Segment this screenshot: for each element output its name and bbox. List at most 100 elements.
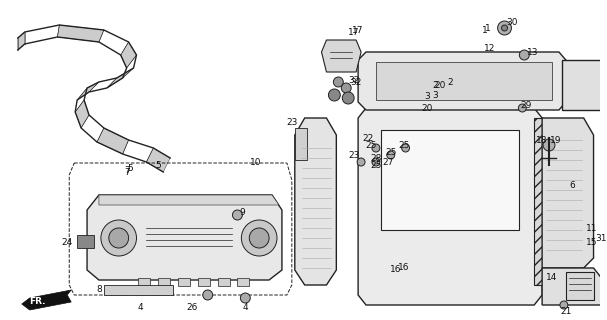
Text: 10: 10 [249, 157, 261, 166]
Polygon shape [77, 235, 94, 248]
Circle shape [242, 220, 277, 256]
Text: 26: 26 [186, 303, 198, 313]
Text: 3: 3 [432, 91, 438, 100]
Text: 17: 17 [352, 26, 364, 35]
Text: 3: 3 [424, 92, 430, 100]
Text: 5: 5 [127, 164, 134, 172]
Text: 24: 24 [62, 237, 73, 246]
Polygon shape [562, 60, 602, 110]
Text: 20: 20 [422, 103, 433, 113]
Text: 2: 2 [447, 77, 453, 86]
Polygon shape [295, 128, 307, 160]
Polygon shape [534, 118, 562, 285]
Polygon shape [178, 278, 190, 286]
Circle shape [333, 77, 344, 87]
Polygon shape [158, 278, 170, 286]
Polygon shape [542, 268, 602, 305]
Circle shape [249, 228, 269, 248]
Text: 21: 21 [560, 308, 572, 316]
Polygon shape [218, 278, 229, 286]
Text: 7: 7 [124, 167, 129, 177]
Polygon shape [99, 195, 279, 205]
Text: 15: 15 [586, 237, 597, 246]
Text: 13: 13 [526, 47, 538, 57]
Text: 27: 27 [382, 157, 393, 166]
Text: 8: 8 [96, 285, 102, 294]
Text: FR.: FR. [29, 298, 46, 307]
Circle shape [387, 151, 395, 159]
Circle shape [240, 293, 250, 303]
Polygon shape [295, 118, 336, 285]
Polygon shape [542, 118, 594, 268]
Polygon shape [18, 32, 25, 50]
Text: 19: 19 [550, 135, 561, 145]
Text: 2: 2 [432, 81, 438, 90]
Polygon shape [87, 195, 282, 280]
Circle shape [203, 290, 212, 300]
Polygon shape [322, 40, 361, 72]
Text: 17: 17 [348, 28, 360, 36]
Polygon shape [198, 278, 210, 286]
Text: 6: 6 [569, 180, 575, 189]
Text: 23: 23 [348, 150, 360, 159]
Text: 1: 1 [482, 26, 487, 35]
Text: 25: 25 [365, 140, 377, 149]
Text: 7: 7 [124, 165, 129, 174]
Polygon shape [358, 108, 542, 305]
Polygon shape [107, 68, 134, 88]
Circle shape [372, 158, 380, 166]
Circle shape [518, 104, 526, 112]
Circle shape [520, 50, 529, 60]
Text: 25: 25 [370, 161, 382, 170]
Text: 5: 5 [155, 161, 161, 170]
Polygon shape [97, 128, 129, 154]
Text: 23: 23 [286, 117, 297, 126]
Polygon shape [77, 82, 99, 100]
Text: 25: 25 [385, 148, 396, 156]
Text: 22: 22 [362, 133, 374, 142]
Text: 4: 4 [138, 303, 143, 313]
Polygon shape [237, 278, 249, 286]
Polygon shape [146, 148, 170, 172]
Circle shape [341, 83, 351, 93]
Circle shape [357, 158, 365, 166]
Circle shape [501, 25, 507, 31]
Text: 31: 31 [595, 234, 607, 243]
Text: 25: 25 [398, 140, 409, 149]
Polygon shape [75, 100, 89, 128]
Polygon shape [104, 285, 173, 295]
Circle shape [109, 228, 129, 248]
Text: 32: 32 [350, 77, 362, 86]
Text: 16: 16 [390, 266, 401, 275]
Polygon shape [58, 25, 104, 42]
Circle shape [560, 301, 568, 309]
Polygon shape [381, 130, 520, 230]
Polygon shape [22, 290, 71, 310]
Polygon shape [138, 278, 151, 286]
Text: 9: 9 [240, 207, 245, 217]
Text: 11: 11 [586, 223, 597, 233]
Text: 16: 16 [398, 263, 409, 273]
Text: 14: 14 [546, 274, 558, 283]
Circle shape [498, 21, 512, 35]
Text: 12: 12 [484, 44, 495, 52]
Circle shape [543, 139, 555, 151]
Polygon shape [376, 62, 552, 100]
Circle shape [232, 210, 242, 220]
Circle shape [328, 89, 341, 101]
Text: 20: 20 [435, 81, 446, 90]
Circle shape [101, 220, 137, 256]
Text: 29: 29 [521, 100, 532, 109]
Text: 32: 32 [348, 76, 360, 84]
Polygon shape [358, 52, 566, 110]
Text: 1: 1 [485, 23, 490, 33]
Polygon shape [566, 272, 594, 300]
Polygon shape [121, 42, 137, 68]
Circle shape [342, 92, 354, 104]
Text: 28: 28 [370, 154, 382, 163]
Circle shape [372, 144, 380, 152]
Text: 30: 30 [507, 18, 518, 27]
Circle shape [402, 144, 410, 152]
Text: 18: 18 [537, 135, 548, 145]
Text: 4: 4 [243, 303, 248, 313]
